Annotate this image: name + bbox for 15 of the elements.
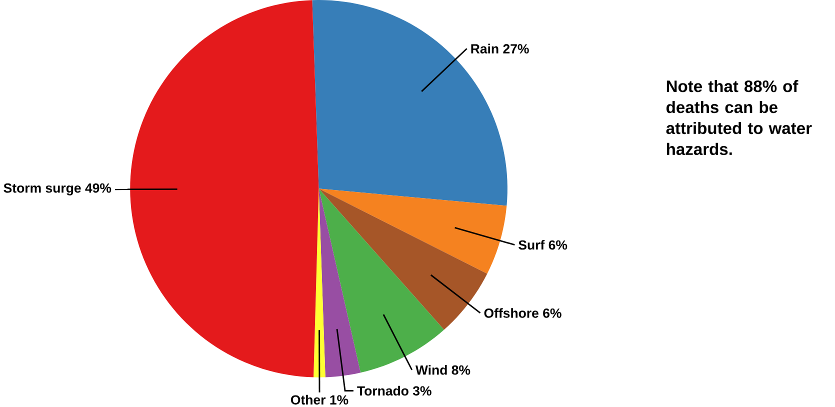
slice-label: Rain	[471, 44, 498, 54]
data-label: 1%	[330, 395, 348, 405]
data-label: 27%	[503, 44, 529, 54]
slice-label: Storm surge	[4, 183, 81, 196]
data-label: 6%	[548, 240, 568, 250]
data-label: 6%	[543, 308, 562, 318]
slice-label: Tornado	[357, 386, 408, 396]
data-label: 8%	[452, 365, 470, 375]
slice-label: Offshore	[484, 308, 538, 318]
data-label: 49%	[85, 183, 112, 193]
text: Note that 88% of deaths can be attributed to water hazards.	[666, 80, 812, 156]
slice-label: Wind	[415, 365, 447, 375]
slice-label: Surf	[518, 240, 545, 250]
slice-label: Other	[290, 394, 326, 405]
data-label: 3%	[412, 386, 432, 396]
